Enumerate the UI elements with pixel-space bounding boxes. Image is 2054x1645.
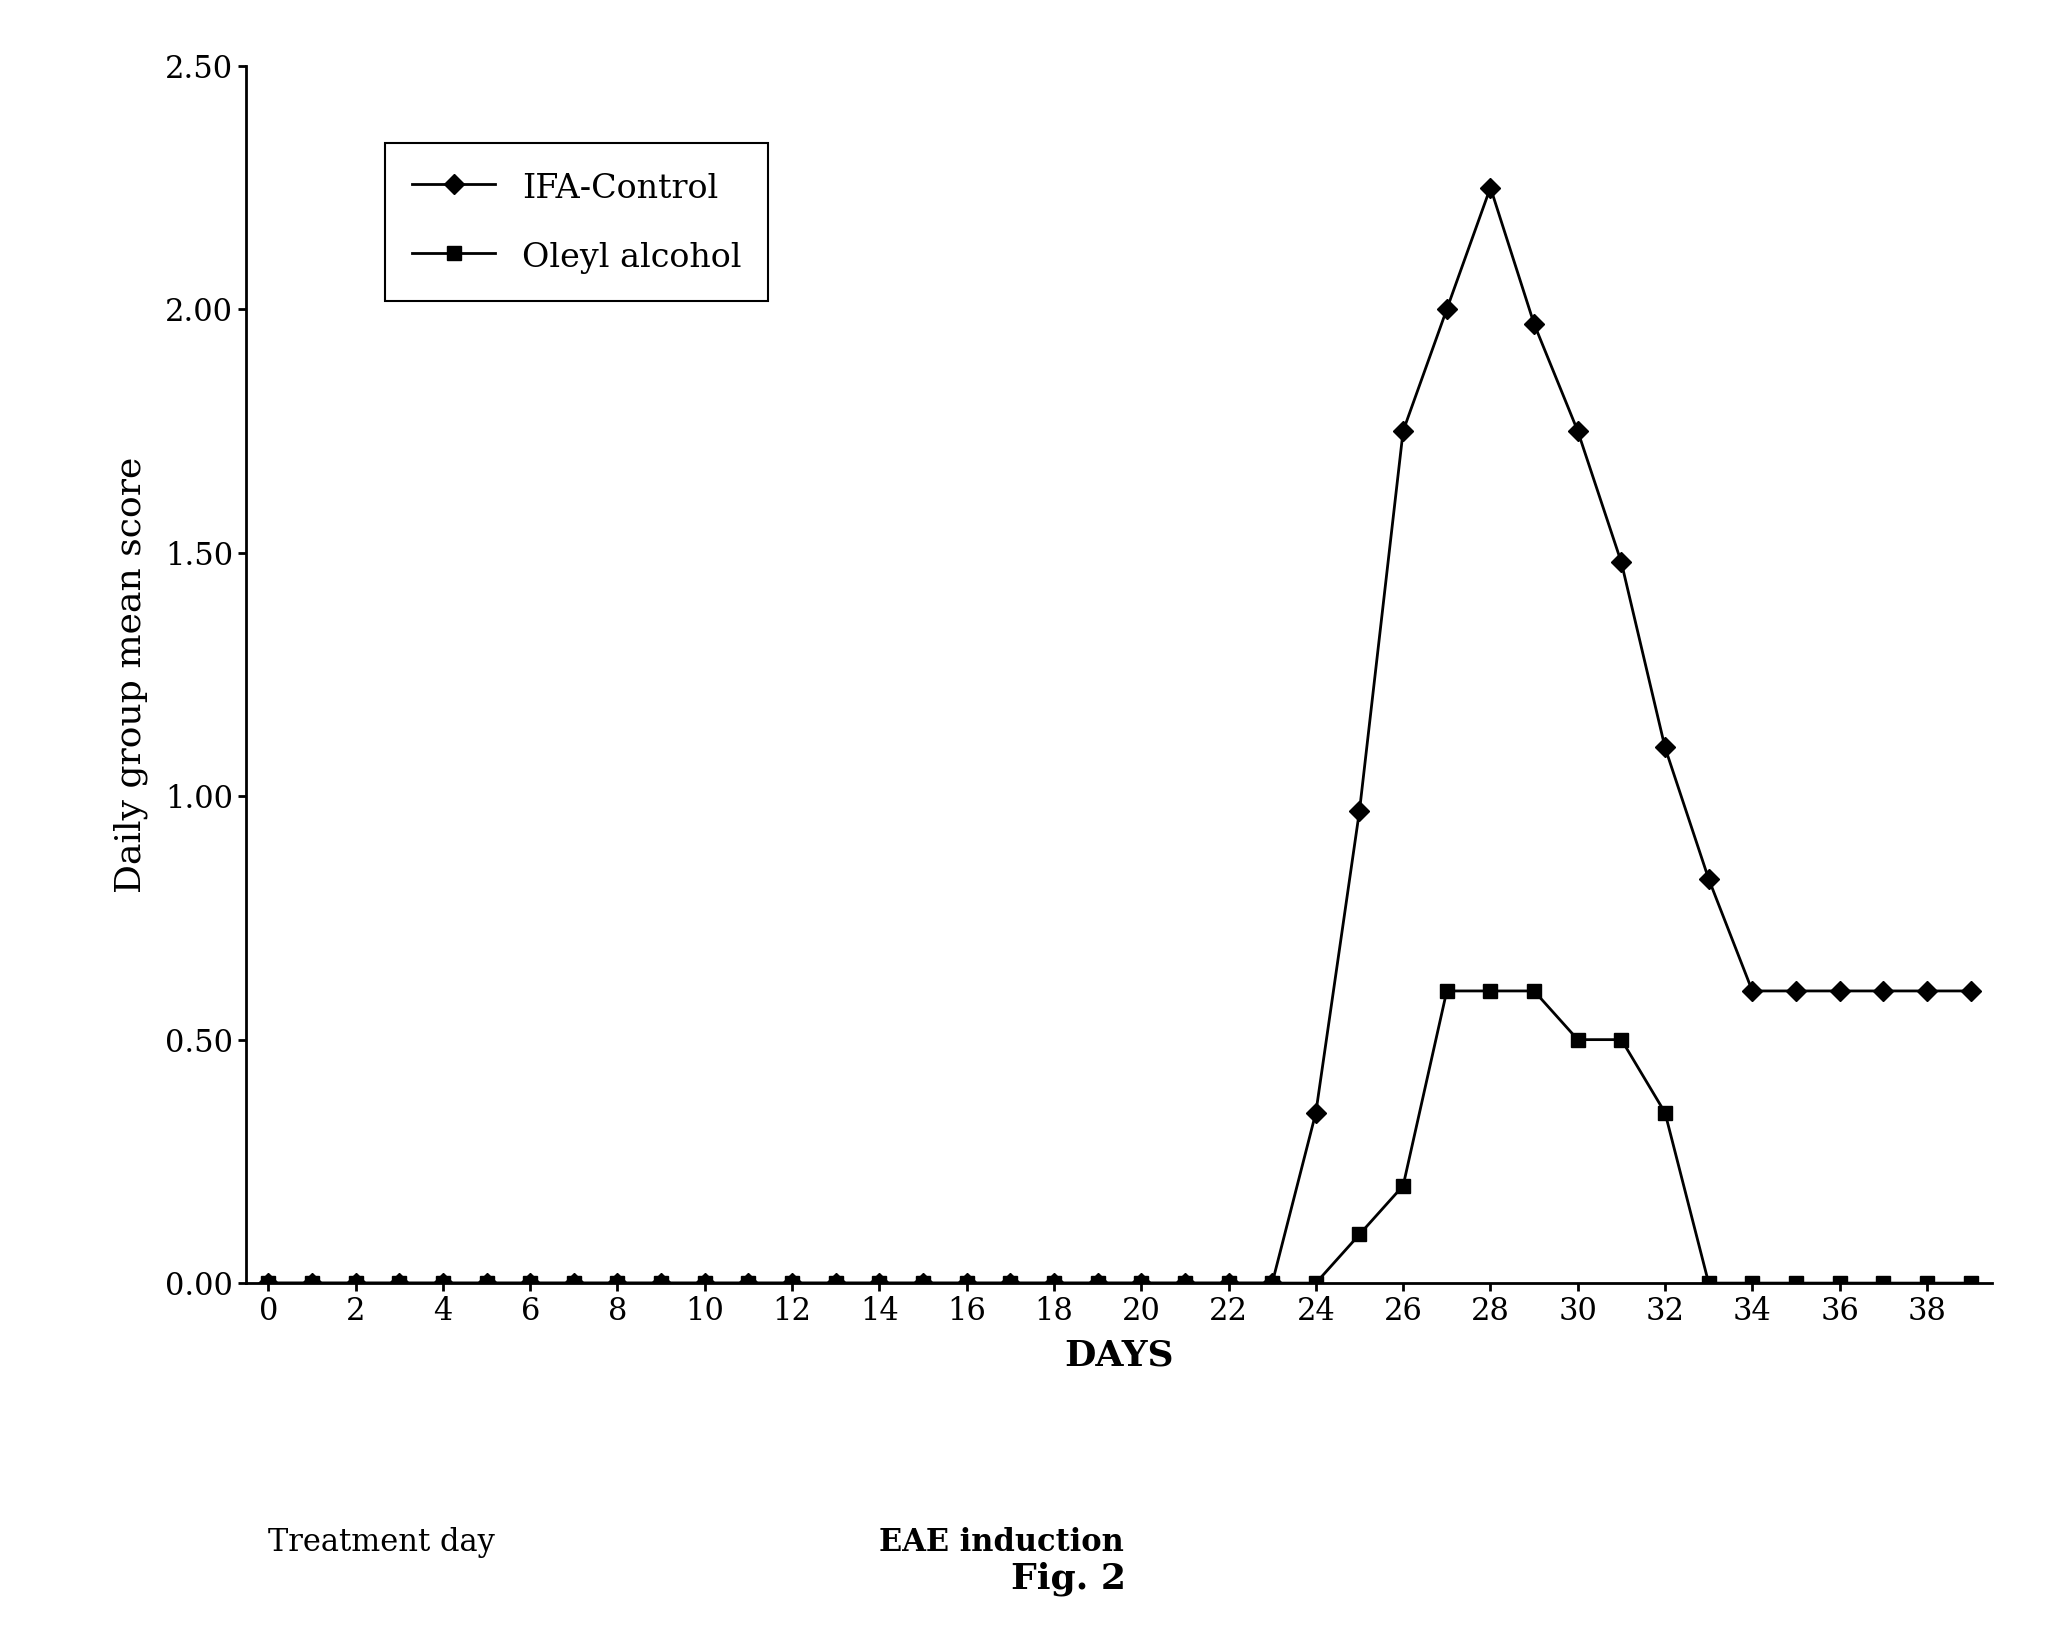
Oleyl alcohol xyxy=(1391,1176,1415,1196)
IFA-Control xyxy=(1697,869,1721,888)
Oleyl alcohol xyxy=(1783,1273,1808,1293)
Line: Oleyl alcohol: Oleyl alcohol xyxy=(261,984,1978,1290)
IFA-Control xyxy=(1347,801,1372,821)
Oleyl alcohol xyxy=(1434,980,1458,1000)
Text: Treatment day: Treatment day xyxy=(269,1527,495,1558)
Oleyl alcohol xyxy=(1828,1273,1853,1293)
IFA-Control xyxy=(1304,1102,1329,1122)
Oleyl alcohol xyxy=(1957,1273,1982,1293)
IFA-Control xyxy=(1130,1273,1154,1293)
IFA-Control xyxy=(1740,980,1764,1000)
IFA-Control xyxy=(1522,314,1547,334)
IFA-Control xyxy=(1653,737,1678,757)
IFA-Control xyxy=(1608,553,1633,572)
IFA-Control xyxy=(300,1273,325,1293)
Oleyl alcohol xyxy=(1259,1273,1284,1293)
Legend: IFA-Control, Oleyl alcohol: IFA-Control, Oleyl alcohol xyxy=(386,143,768,301)
IFA-Control xyxy=(474,1273,499,1293)
Oleyl alcohol xyxy=(1914,1273,1939,1293)
IFA-Control xyxy=(1783,980,1808,1000)
Oleyl alcohol xyxy=(606,1273,631,1293)
IFA-Control xyxy=(1173,1273,1197,1293)
Oleyl alcohol xyxy=(910,1273,935,1293)
IFA-Control xyxy=(1828,980,1853,1000)
IFA-Control xyxy=(561,1273,585,1293)
IFA-Control xyxy=(1957,980,1982,1000)
IFA-Control xyxy=(1914,980,1939,1000)
IFA-Control xyxy=(257,1273,281,1293)
Oleyl alcohol xyxy=(343,1273,368,1293)
IFA-Control xyxy=(1434,299,1458,319)
IFA-Control xyxy=(1565,421,1590,441)
Oleyl alcohol xyxy=(692,1273,717,1293)
IFA-Control xyxy=(781,1273,805,1293)
IFA-Control xyxy=(998,1273,1023,1293)
Oleyl alcohol xyxy=(649,1273,674,1293)
IFA-Control xyxy=(1041,1273,1066,1293)
Oleyl alcohol xyxy=(1085,1273,1109,1293)
IFA-Control xyxy=(649,1273,674,1293)
Oleyl alcohol xyxy=(1608,1030,1633,1050)
Oleyl alcohol xyxy=(955,1273,980,1293)
IFA-Control xyxy=(386,1273,411,1293)
Oleyl alcohol xyxy=(474,1273,499,1293)
Oleyl alcohol xyxy=(998,1273,1023,1293)
Oleyl alcohol xyxy=(735,1273,760,1293)
Line: IFA-Control: IFA-Control xyxy=(261,181,1978,1290)
IFA-Control xyxy=(343,1273,368,1293)
Oleyl alcohol xyxy=(257,1273,281,1293)
Oleyl alcohol xyxy=(518,1273,542,1293)
Text: EAE induction: EAE induction xyxy=(879,1527,1124,1558)
IFA-Control xyxy=(518,1273,542,1293)
IFA-Control xyxy=(692,1273,717,1293)
IFA-Control xyxy=(1479,178,1504,197)
X-axis label: DAYS: DAYS xyxy=(1064,1339,1175,1372)
IFA-Control xyxy=(735,1273,760,1293)
Oleyl alcohol xyxy=(1347,1224,1372,1244)
Oleyl alcohol xyxy=(1653,1102,1678,1122)
IFA-Control xyxy=(955,1273,980,1293)
IFA-Control xyxy=(1085,1273,1109,1293)
IFA-Control xyxy=(431,1273,456,1293)
Oleyl alcohol xyxy=(1740,1273,1764,1293)
Oleyl alcohol xyxy=(431,1273,456,1293)
Oleyl alcohol xyxy=(1173,1273,1197,1293)
Oleyl alcohol xyxy=(1041,1273,1066,1293)
Oleyl alcohol xyxy=(824,1273,848,1293)
IFA-Control xyxy=(606,1273,631,1293)
IFA-Control xyxy=(1216,1273,1241,1293)
Oleyl alcohol xyxy=(1565,1030,1590,1050)
IFA-Control xyxy=(1871,980,1896,1000)
Oleyl alcohol xyxy=(1304,1273,1329,1293)
IFA-Control xyxy=(1391,421,1415,441)
Oleyl alcohol xyxy=(561,1273,585,1293)
Oleyl alcohol xyxy=(781,1273,805,1293)
Oleyl alcohol xyxy=(1871,1273,1896,1293)
Y-axis label: Daily group mean score: Daily group mean score xyxy=(113,456,148,893)
Oleyl alcohol xyxy=(867,1273,891,1293)
IFA-Control xyxy=(824,1273,848,1293)
IFA-Control xyxy=(867,1273,891,1293)
Oleyl alcohol xyxy=(1697,1273,1721,1293)
Oleyl alcohol xyxy=(386,1273,411,1293)
Oleyl alcohol xyxy=(1130,1273,1154,1293)
Text: Fig. 2: Fig. 2 xyxy=(1011,1563,1126,1596)
IFA-Control xyxy=(910,1273,935,1293)
Oleyl alcohol xyxy=(1479,980,1504,1000)
Oleyl alcohol xyxy=(1216,1273,1241,1293)
IFA-Control xyxy=(1259,1273,1284,1293)
Oleyl alcohol xyxy=(300,1273,325,1293)
Oleyl alcohol xyxy=(1522,980,1547,1000)
